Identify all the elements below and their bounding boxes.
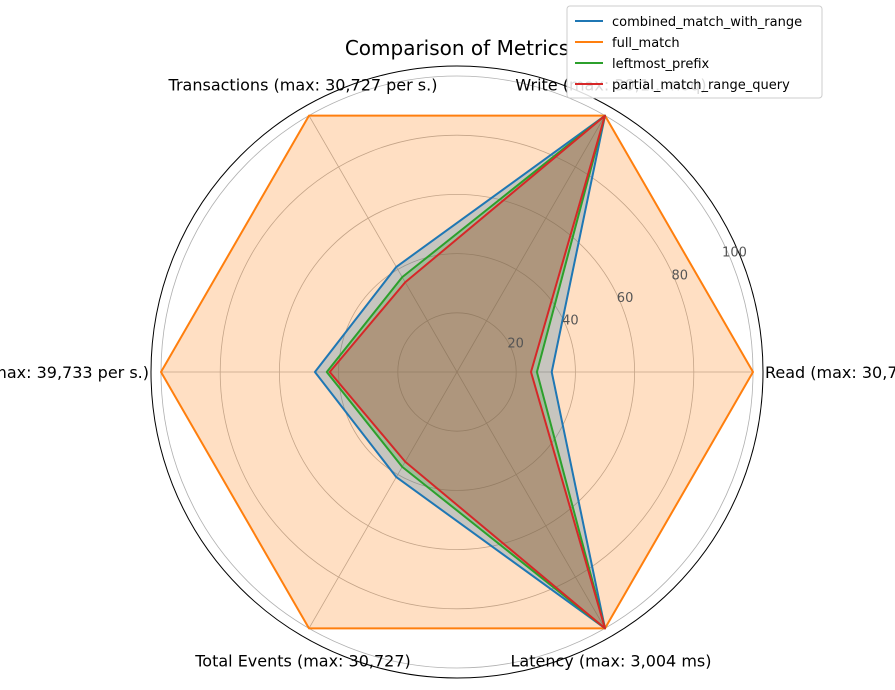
series-fill-full_match <box>161 115 753 629</box>
grid-spoke-2 <box>456 115 606 373</box>
legend: combined_match_with_range full_matchleftm… <box>566 5 823 99</box>
series-layer <box>160 114 754 630</box>
legend-label-partial_match_range_query: partial_match_range_query <box>612 78 790 93</box>
radial-tick-labels: 20 40 60 80 100 <box>507 246 746 352</box>
grid-spoke-3 <box>308 115 458 373</box>
axis-label-3: Transactions (max: 30,727 per s.) <box>168 75 438 94</box>
radial-tick-label: 100 <box>722 246 747 261</box>
radial-tick-label: 40 <box>562 314 579 329</box>
legend-label-leftmost_prefix: leftmost_prefix <box>612 57 710 72</box>
chart-title: Comparison of Metrics <box>345 36 569 60</box>
radial-tick-label: 20 <box>507 336 524 351</box>
series-fill-leftmost_prefix <box>326 115 605 629</box>
outer-frame <box>150 65 764 679</box>
legend-box <box>566 5 823 99</box>
series-fill-combined_match_with_range <box>314 115 605 629</box>
legend-label-full_match: full_match <box>612 36 680 51</box>
axis-label-1: Read (max: 30,724 noq) <box>765 363 895 382</box>
series-fill-partial_match_range_query <box>329 115 605 629</box>
axis-label-4: Queries (max: 39,733 per s.) <box>0 363 149 382</box>
axis-label-6: Latency (max: 3,004 ms) <box>511 652 712 671</box>
series-line-partial_match_range_query <box>328 114 606 630</box>
radial-tick-label: 60 <box>617 291 634 306</box>
grid-spoke-6 <box>456 371 606 629</box>
axis-label-5: Total Events (max: 30,727) <box>194 652 411 671</box>
radial-tick-label: 80 <box>672 268 689 283</box>
grid-spoke-5 <box>308 371 458 629</box>
legend-label-combined_match_with_range: combined_match_with_range <box>612 15 802 30</box>
